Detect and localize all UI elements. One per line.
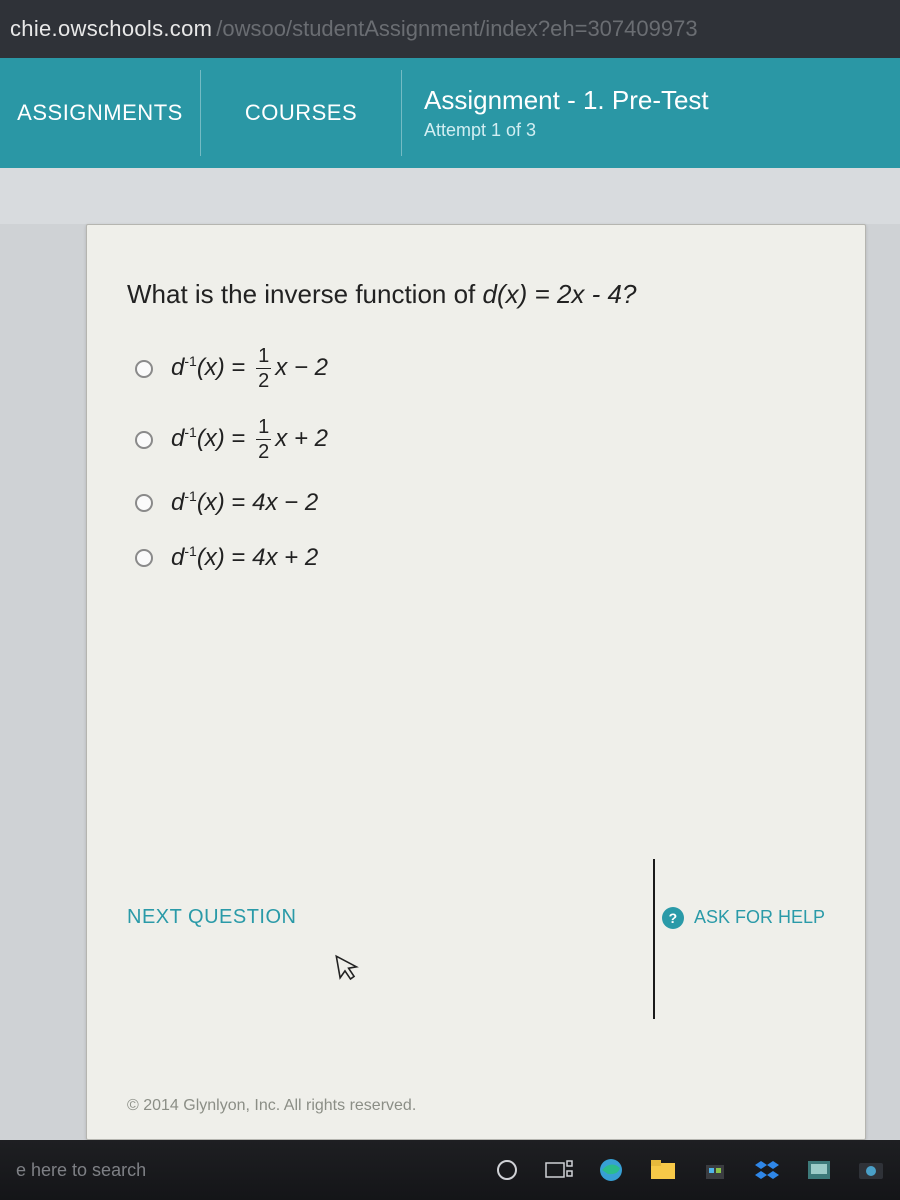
option-expression: d-1(x) = 4x + 2 [171,543,318,572]
edge-icon[interactable] [594,1153,628,1187]
store-icon[interactable] [698,1153,732,1187]
radio-icon[interactable] [135,360,153,378]
radio-icon[interactable] [135,431,153,449]
file-explorer-icon[interactable] [646,1153,680,1187]
dropbox-icon[interactable] [750,1153,784,1187]
question-prefix: What is the inverse function of [127,279,483,309]
question-function: d(x) = 2x - 4? [483,279,637,309]
option-2[interactable]: d-1(x) = 12x + 2 [135,417,825,462]
options-list: d-1(x) = 12x − 2 d-1(x) = 12x + 2 [135,346,825,572]
option-1[interactable]: d-1(x) = 12x − 2 [135,346,825,391]
assignment-title: Assignment - 1. Pre-Test [424,85,900,116]
header-gap [0,168,900,224]
ask-for-help-button[interactable]: ? ASK FOR HELP [662,907,825,929]
option-expression: d-1(x) = 12x + 2 [171,417,328,462]
question-card: What is the inverse function of d(x) = 2… [86,224,866,1140]
url-domain: chie.owschools.com [10,16,212,42]
photo-frame: chie.owschools.com /owsoo/studentAssignm… [0,0,900,1200]
next-question-button[interactable]: NEXT QUESTION [127,906,297,929]
option-expression: d-1(x) = 12x − 2 [171,346,328,391]
help-label: ASK FOR HELP [694,907,825,928]
option-expression: d-1(x) = 4x − 2 [171,488,318,517]
text-cursor-caret [653,859,655,1019]
taskbar-search-placeholder[interactable]: e here to search [16,1160,146,1181]
assignment-block: Assignment - 1. Pre-Test Attempt 1 of 3 [402,58,900,168]
cortana-icon[interactable] [490,1153,524,1187]
url-path: /owsoo/studentAssignment/index?eh=307409… [216,16,697,42]
help-icon: ? [662,907,684,929]
camera-icon[interactable] [854,1153,888,1187]
assignment-subtitle: Attempt 1 of 3 [424,120,900,141]
app-header: ASSIGNMENTS COURSES Assignment - 1. Pre-… [0,58,900,168]
radio-icon[interactable] [135,494,153,512]
task-view-icon[interactable] [542,1153,576,1187]
windows-taskbar[interactable]: e here to search [0,1140,900,1200]
mouse-cursor-icon [334,950,366,991]
browser-url-bar[interactable]: chie.owschools.com /owsoo/studentAssignm… [0,0,900,58]
option-3[interactable]: d-1(x) = 4x − 2 [135,488,825,517]
nav-courses[interactable]: COURSES [201,58,401,168]
content-area: What is the inverse function of d(x) = 2… [0,224,900,1140]
nav-assignments[interactable]: ASSIGNMENTS [0,58,200,168]
copyright-text: © 2014 Glynlyon, Inc. All rights reserve… [127,1097,416,1115]
question-text: What is the inverse function of d(x) = 2… [127,279,825,310]
screen: chie.owschools.com /owsoo/studentAssignm… [0,0,900,1200]
app-icon[interactable] [802,1153,836,1187]
radio-icon[interactable] [135,549,153,567]
option-4[interactable]: d-1(x) = 4x + 2 [135,543,825,572]
actions-row: NEXT QUESTION ? ASK FOR HELP [127,906,825,929]
